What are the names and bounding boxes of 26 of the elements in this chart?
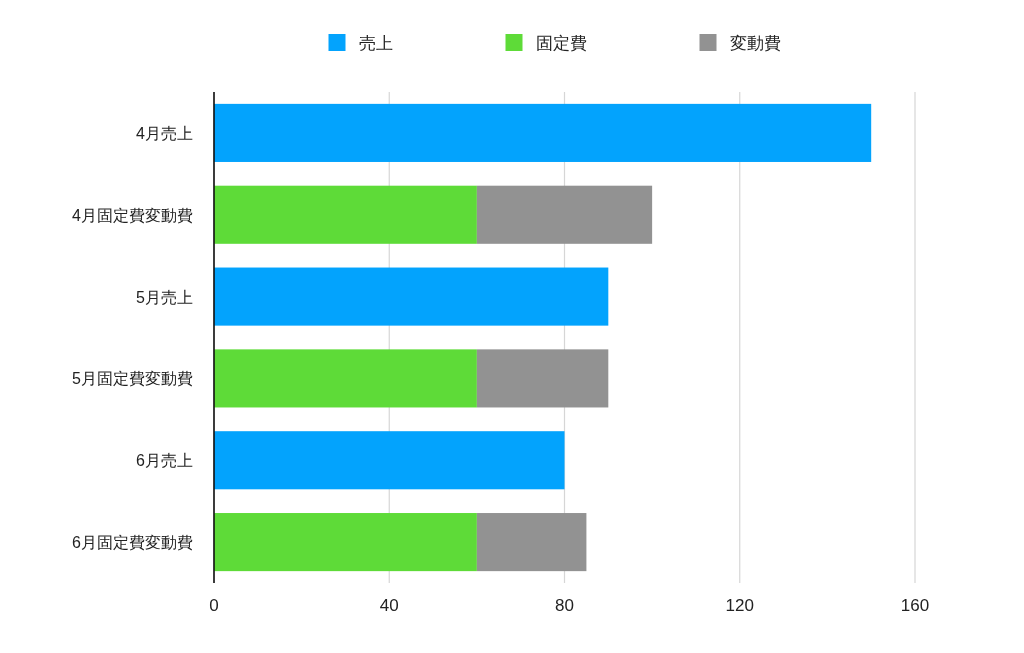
bar xyxy=(214,267,609,326)
x-tick-label: 0 xyxy=(209,596,219,615)
legend-label: 変動費 xyxy=(729,34,781,53)
bar xyxy=(214,103,872,162)
bar xyxy=(214,349,477,408)
legend-item: 売上 xyxy=(328,34,393,53)
x-tick-label: 40 xyxy=(379,596,399,615)
y-tick-label: 6月売上 xyxy=(136,452,193,470)
bar xyxy=(476,513,587,572)
x-tick-label: 120 xyxy=(725,596,754,615)
legend-label: 固定費 xyxy=(535,34,587,53)
y-tick-label: 5月固定費変動費 xyxy=(72,370,193,388)
x-tick-label: 80 xyxy=(555,596,574,615)
bar xyxy=(476,185,653,244)
bar xyxy=(214,185,477,244)
y-tick-label: 6月固定費変動費 xyxy=(72,534,193,552)
legend-item: 固定費 xyxy=(505,34,587,53)
y-tick-label: 4月売上 xyxy=(136,124,193,142)
bar xyxy=(476,349,609,408)
legend-item: 変動費 xyxy=(699,34,781,53)
legend-label: 売上 xyxy=(358,34,393,53)
y-tick-label: 4月固定費変動費 xyxy=(72,206,193,224)
bar xyxy=(214,513,477,572)
x-tick-label: 160 xyxy=(900,596,930,615)
y-tick-label: 5月売上 xyxy=(136,288,193,306)
bar xyxy=(214,431,565,490)
